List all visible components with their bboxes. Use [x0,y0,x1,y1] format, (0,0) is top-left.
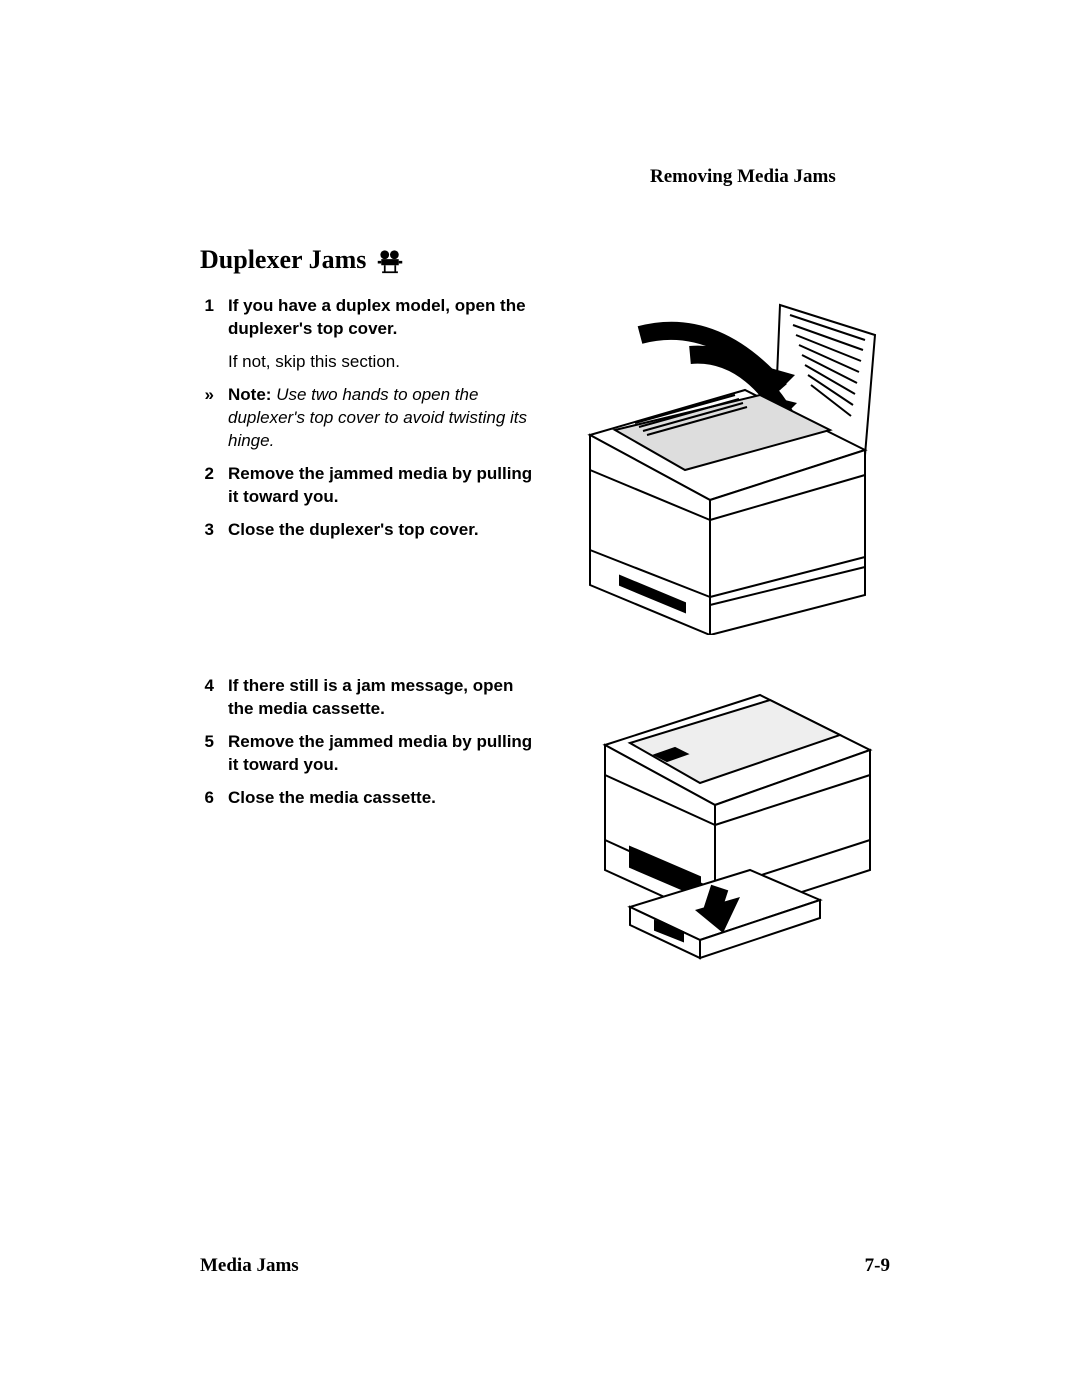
illustration-bottom [570,675,890,985]
printer-open-cover-svg [575,295,885,635]
step-number: 3 [200,519,214,542]
step: 5 Remove the jammed media by pulling it … [200,731,540,777]
manual-page: Removing Media Jams Duplexer Jams 1 If y… [0,0,1080,1397]
step-number: 5 [200,731,214,777]
text-col-bottom: 4 If there still is a jam message, open … [200,675,540,820]
step: If not, skip this section. [200,351,540,374]
step-number: 4 [200,675,214,721]
block-top: 1 If you have a duplex model, open the d… [200,295,890,635]
step-text: Remove the jammed media by pulling it to… [228,731,540,777]
page-footer: Media Jams 7-9 [200,1255,890,1277]
footer-left: Media Jams [200,1255,299,1277]
step-number [200,351,214,374]
step-text: Close the media cassette. [228,787,540,810]
block-bottom: 4 If there still is a jam message, open … [200,675,890,985]
note-marker: » [200,384,214,453]
step-text: Remove the jammed media by pulling it to… [228,463,540,509]
section-title-row: Duplexer Jams [200,245,890,275]
header-subtitle: Removing Media Jams [650,165,890,190]
step-text: Close the duplexer's top cover. [228,519,540,542]
step-number: 1 [200,295,214,341]
printer-cassette-svg [575,675,885,985]
step: 4 If there still is a jam message, open … [200,675,540,721]
step: 3 Close the duplexer's top cover. [200,519,540,542]
note-body: Use two hands to open the duplexer's top… [228,385,527,450]
note-text: Note: Use two hands to open the duplexer… [228,384,540,453]
step-number: 6 [200,787,214,810]
note-row: » Note: Use two hands to open the duplex… [200,384,540,453]
step: 6 Close the media cassette. [200,787,540,810]
step-text: If you have a duplex model, open the dup… [228,295,540,341]
step-number: 2 [200,463,214,509]
note-label: Note: [228,385,271,404]
video-camera-icon [376,246,404,274]
illustration-top [570,295,890,635]
step: 2 Remove the jammed media by pulling it … [200,463,540,509]
step-text: If there still is a jam message, open th… [228,675,540,721]
footer-right: 7-9 [865,1255,890,1277]
section-title: Duplexer Jams [200,245,366,275]
step-text: If not, skip this section. [228,351,540,374]
step: 1 If you have a duplex model, open the d… [200,295,540,341]
text-col-top: 1 If you have a duplex model, open the d… [200,295,540,551]
